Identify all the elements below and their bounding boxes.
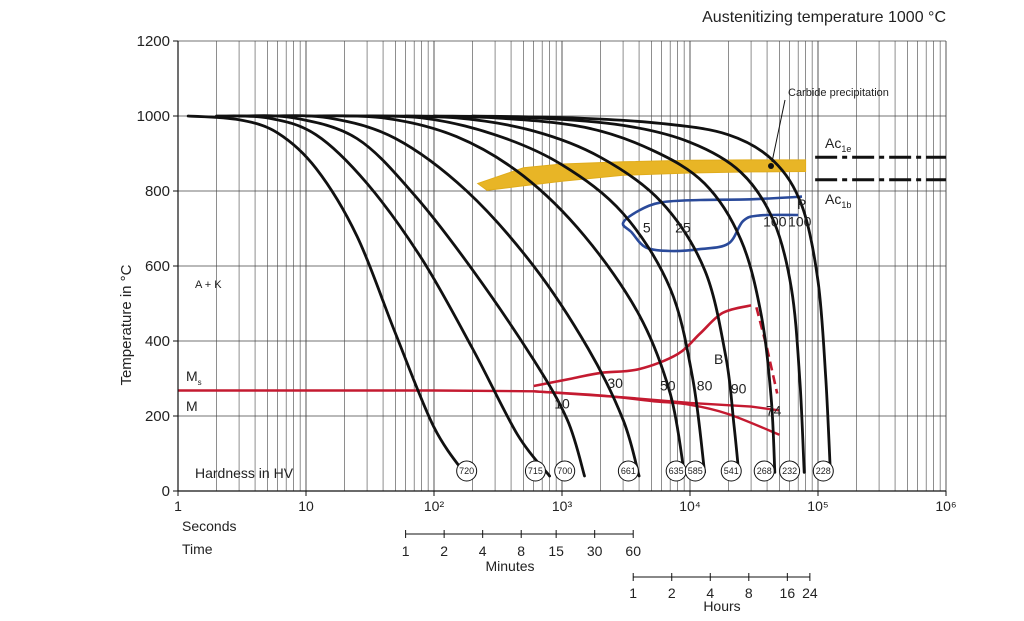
cooling-curve — [365, 114, 741, 474]
hours-tick-label: 16 — [780, 585, 796, 601]
hardness-value: 541 — [724, 466, 739, 476]
percent-label: 50 — [660, 378, 676, 394]
cooling-curve — [266, 114, 641, 478]
hardness-circle — [524, 460, 546, 482]
hours-tick-label: 2 — [668, 585, 676, 601]
percent-label: 25 — [675, 219, 691, 235]
percent-label: 100 — [763, 214, 787, 230]
minutes-label: Minutes — [485, 558, 534, 574]
hours-tick-label: 24 — [802, 585, 818, 601]
grid — [177, 40, 947, 492]
y-axis-label: Temperature in °C — [118, 264, 135, 385]
time-label: Time — [182, 541, 213, 557]
cooling-curve — [237, 114, 586, 478]
ms-line — [178, 389, 780, 412]
minutes-tick-label: 8 — [517, 543, 525, 559]
cooling-curve — [471, 114, 832, 474]
chart-labels: Austenitizing temperature 1000 °C Temper… — [118, 9, 946, 614]
ac1e-label: Ac1e — [825, 135, 851, 154]
hardness-circle — [456, 460, 478, 482]
ac1b-label: Ac1b — [825, 191, 851, 210]
minutes-tick-label: 4 — [479, 543, 487, 559]
cooling-curve — [186, 114, 469, 478]
y-tick-label: 0 — [162, 483, 170, 500]
hardness-label: Hardness in HV — [195, 465, 294, 481]
cooling-curve — [343, 114, 706, 474]
seconds-label: Seconds — [182, 518, 236, 534]
hardness-value: 228 — [816, 466, 831, 476]
hardness-value: 635 — [669, 466, 684, 476]
minutes-tick-label: 15 — [548, 543, 564, 559]
minutes-tick-label: 2 — [440, 543, 448, 559]
y-tick-label: 200 — [145, 408, 170, 425]
hardness-value: 268 — [757, 466, 772, 476]
cooling-curve — [432, 114, 806, 474]
y-tick-label: 800 — [145, 183, 170, 200]
cooling-curve — [304, 114, 686, 474]
m-label: M — [186, 398, 198, 414]
hardness-value: 715 — [528, 466, 543, 476]
x-tick-label: 10⁵ — [807, 498, 828, 514]
percent-label: 80 — [697, 378, 713, 394]
bainite-label: B — [714, 351, 723, 367]
cooling-curve — [404, 114, 777, 474]
hours-label: Hours — [703, 598, 740, 614]
carbide-leader-line — [771, 99, 786, 163]
pearlite-label: P — [797, 196, 806, 212]
cooling-curve — [215, 114, 551, 478]
axes: 0 200 400 600 800 1000 1200 1 10 10² 10³ 10⁴ 10⁵ 10⁶ 1… — [137, 33, 957, 601]
hardness-circle — [812, 460, 834, 482]
percent-label: 5 — [643, 219, 651, 235]
cooling-curves: 720 715 700 661 635 585 541 268 232 228 — [186, 114, 834, 482]
y-tick-label: 1000 — [137, 108, 170, 125]
minutes-tick-label: 30 — [587, 543, 603, 559]
percent-label: 74 — [766, 402, 782, 418]
x-tick-label: 1 — [174, 498, 182, 514]
pearlite-boundary — [621, 195, 803, 253]
hours-tick-label: 4 — [706, 585, 714, 601]
percent-label: 90 — [731, 381, 747, 397]
x-tick-label: 10⁶ — [935, 498, 956, 514]
hardness-circle — [753, 460, 775, 482]
y-tick-label: 1200 — [137, 33, 170, 50]
phase-label-a-k: A + K — [195, 279, 222, 291]
hours-tick-label: 8 — [745, 585, 753, 601]
chart-title: Austenitizing temperature 1000 °C — [702, 9, 946, 26]
percent-label: 30 — [607, 375, 623, 391]
carbide-leader-dot — [768, 163, 774, 169]
hardness-circle — [554, 460, 576, 482]
hardness-value: 661 — [621, 466, 636, 476]
x-tick-label: 10² — [424, 498, 445, 514]
hardness-value: 232 — [782, 466, 797, 476]
carbide-precipitation-label: Carbide precipitation — [788, 87, 889, 99]
hardness-value: 700 — [557, 466, 572, 476]
percent-label: 100 — [788, 214, 812, 230]
hours-tick-label: 1 — [629, 585, 637, 601]
hardness-circle — [617, 460, 639, 482]
hardness-circle — [684, 460, 706, 482]
hardness-circle — [779, 460, 801, 482]
hardness-value: 585 — [688, 466, 703, 476]
x-tick-label: 10 — [298, 498, 314, 514]
hardness-value: 720 — [459, 466, 474, 476]
minutes-tick-label: 60 — [625, 543, 641, 559]
x-tick-label: 10⁴ — [679, 498, 701, 514]
hardness-circle — [720, 460, 742, 482]
y-tick-label: 400 — [145, 333, 170, 350]
ms-label: Ms — [186, 368, 202, 387]
x-tick-label: 10³ — [552, 498, 573, 514]
y-tick-label: 600 — [145, 258, 170, 275]
minutes-tick-label: 1 — [402, 543, 410, 559]
percent-label: 10 — [554, 396, 570, 412]
